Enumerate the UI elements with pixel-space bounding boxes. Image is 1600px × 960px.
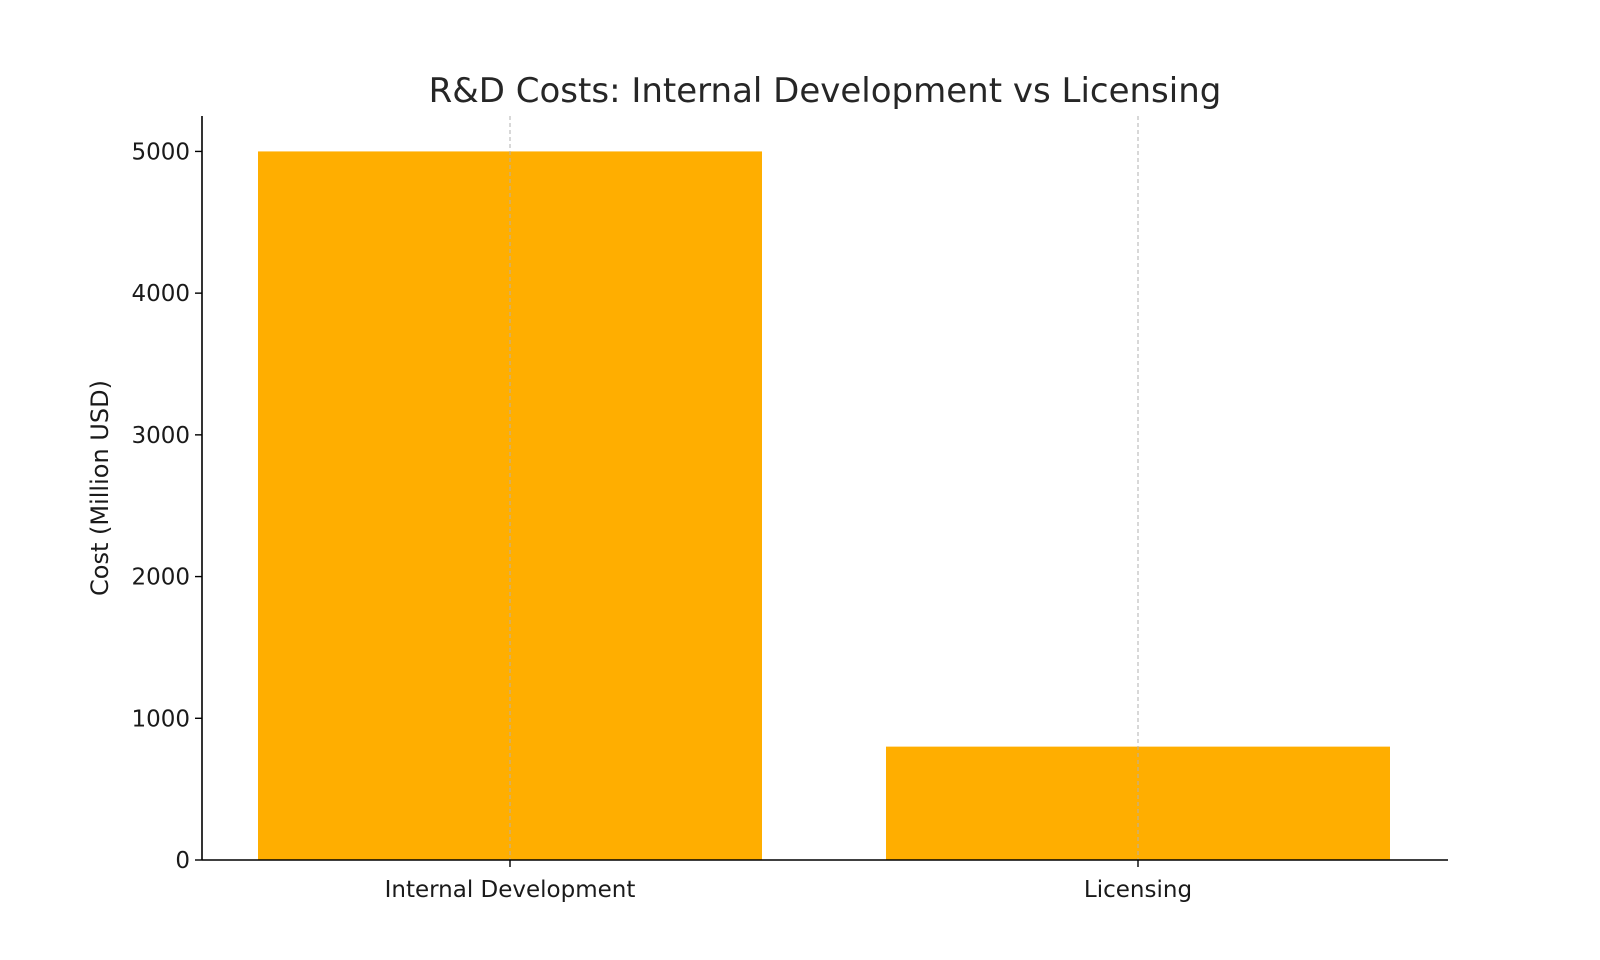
ticks: 0 1000 2000 3000 4000 5000 Internal Developmen… <box>131 139 1192 903</box>
x-tick-label-1: Internal Development <box>385 877 636 903</box>
x-tick-label-2: Licensing <box>1084 877 1192 903</box>
y-tick-label-2000: 2000 <box>131 565 190 591</box>
axes <box>201 116 1448 861</box>
chart-title: R&D Costs: Internal Development vs Licen… <box>429 71 1222 111</box>
y-tick-label-1000: 1000 <box>131 706 190 732</box>
gridlines <box>509 116 1139 860</box>
bars <box>258 151 1390 860</box>
y-tick-label-0: 0 <box>175 848 190 874</box>
y-axis-label: Cost (Million USD) <box>86 380 114 596</box>
y-tick-label-5000: 5000 <box>131 139 190 165</box>
y-tick-label-3000: 3000 <box>131 423 190 449</box>
y-tick-label-4000: 4000 <box>131 281 190 307</box>
